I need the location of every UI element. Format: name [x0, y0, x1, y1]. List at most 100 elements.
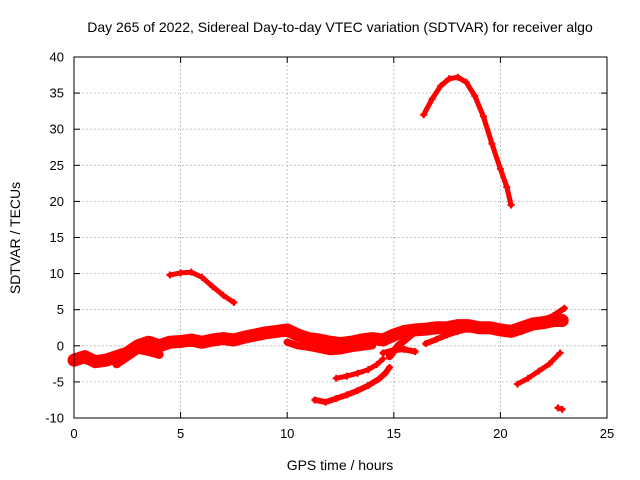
data-point — [91, 358, 99, 366]
data-point — [471, 92, 479, 100]
series-arc-37 — [420, 73, 515, 209]
data-point — [155, 350, 163, 358]
series-band — [421, 74, 514, 208]
data-point — [166, 271, 174, 279]
data-point — [507, 327, 515, 335]
data-point — [454, 327, 462, 335]
y-tick-label: 0 — [57, 338, 64, 353]
y-tick-label: 20 — [50, 194, 64, 209]
data-point — [337, 340, 344, 348]
data-point — [102, 356, 110, 364]
series-end-point — [554, 404, 566, 413]
data-point — [545, 360, 553, 368]
x-axis-label: GPS time / hours — [287, 457, 394, 473]
data-point — [364, 382, 372, 390]
data-point — [251, 331, 259, 339]
y-axis-label: SDTVAR / TECUs — [7, 182, 23, 294]
data-point — [443, 324, 451, 332]
data-point — [420, 111, 428, 119]
y-tick-label: -5 — [52, 374, 64, 389]
data-point — [364, 366, 372, 374]
data-point — [145, 338, 153, 346]
data-point — [322, 398, 330, 406]
data-point — [550, 311, 558, 319]
x-tick-label: 5 — [177, 426, 184, 441]
series-lower-rise — [385, 324, 430, 361]
data-point — [230, 298, 238, 306]
data-point — [488, 140, 496, 148]
data-point — [198, 273, 206, 281]
series-low-branch — [283, 338, 377, 356]
data-point — [343, 391, 351, 399]
y-tick-label: 10 — [50, 266, 64, 281]
data-point — [513, 380, 521, 388]
y-tick-label: 25 — [50, 158, 64, 173]
data-point — [428, 95, 436, 103]
data-point — [305, 343, 313, 351]
data-point — [315, 345, 323, 353]
series-layer — [67, 73, 569, 413]
chart-title: Day 265 of 2022, Sidereal Day-to-day VTE… — [87, 19, 593, 35]
data-point — [479, 112, 487, 120]
data-point — [394, 342, 402, 350]
data-point — [326, 338, 334, 346]
data-point — [464, 325, 472, 333]
data-point — [539, 317, 547, 325]
data-point — [354, 369, 362, 377]
data-point — [166, 338, 174, 346]
y-tick-label: -10 — [45, 411, 64, 426]
data-point — [375, 375, 383, 383]
data-point — [486, 324, 494, 332]
x-tick-label: 20 — [493, 426, 507, 441]
y-tick-label: 5 — [57, 302, 64, 317]
y-tick-label: 35 — [50, 86, 64, 101]
data-point — [354, 387, 362, 395]
data-point — [347, 345, 355, 353]
series-arc-10 — [166, 268, 238, 306]
data-point — [332, 374, 340, 382]
x-tick-label: 25 — [600, 426, 614, 441]
data-point — [475, 324, 483, 332]
data-point — [209, 283, 217, 291]
data-point — [528, 322, 536, 330]
data-point — [400, 345, 408, 353]
data-point — [556, 349, 564, 357]
data-point — [198, 338, 206, 346]
data-point — [209, 336, 217, 344]
data-point — [283, 326, 291, 334]
data-point — [524, 374, 532, 382]
data-point — [358, 336, 366, 344]
data-point — [496, 165, 504, 173]
grid — [74, 57, 607, 418]
data-point — [81, 353, 89, 361]
y-tick-label: 40 — [50, 50, 64, 65]
data-point — [358, 343, 366, 351]
data-point — [558, 405, 566, 413]
y-tick-label: 15 — [50, 230, 64, 245]
data-point — [241, 333, 249, 341]
data-point — [411, 348, 419, 356]
series-main-band — [67, 314, 569, 369]
data-point — [230, 336, 238, 344]
data-point — [432, 335, 440, 343]
data-point — [518, 327, 526, 335]
data-point — [273, 327, 281, 335]
data-point — [443, 331, 451, 339]
series-late-rise — [513, 349, 564, 388]
data-point — [177, 269, 185, 277]
data-point — [454, 73, 462, 81]
data-point — [560, 304, 568, 312]
data-point — [422, 340, 430, 348]
data-point — [386, 353, 394, 361]
data-point — [368, 342, 376, 350]
y-tick-label: 30 — [50, 122, 64, 137]
series-right-low — [422, 324, 483, 348]
data-point — [219, 291, 227, 299]
data-point — [386, 363, 394, 371]
data-point — [262, 329, 270, 337]
data-point — [294, 331, 302, 339]
data-point — [437, 82, 445, 90]
data-point — [315, 336, 323, 344]
data-point — [411, 327, 419, 335]
